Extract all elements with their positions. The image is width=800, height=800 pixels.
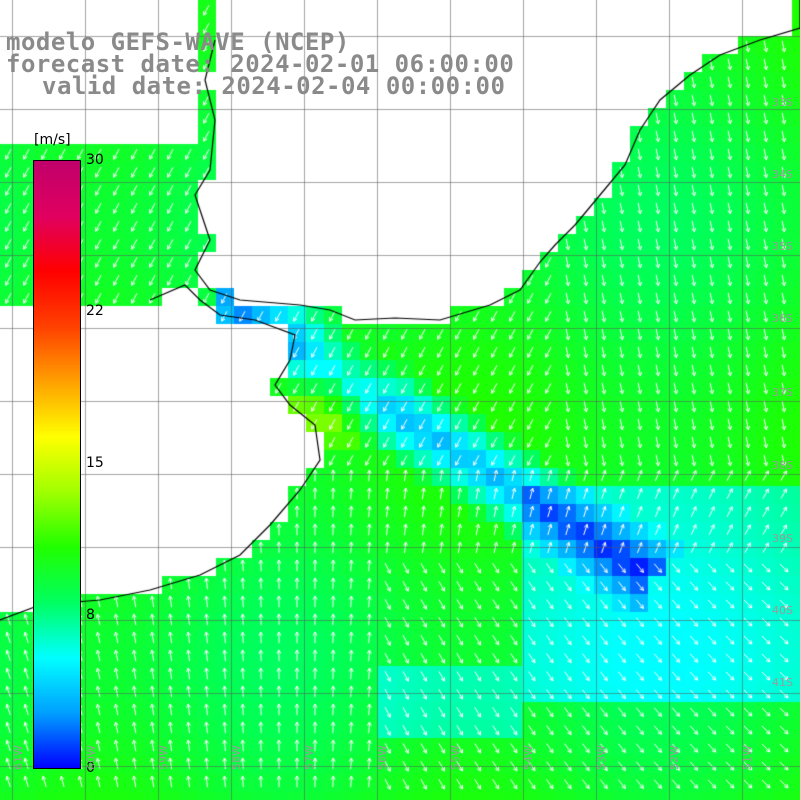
lat-label: 37S bbox=[772, 386, 793, 399]
lat-label: 41S bbox=[772, 676, 793, 689]
valid-date: valid date: 2024-02-04 00:00:00 bbox=[42, 72, 506, 100]
lat-label: 33S bbox=[772, 96, 793, 109]
lon-label: 59W bbox=[157, 745, 170, 770]
colorbar-tick: 30 bbox=[86, 152, 104, 168]
colorbar-unit: [m/s] bbox=[34, 132, 71, 148]
colorbar-tick: 15 bbox=[86, 455, 104, 471]
lat-label: 34S bbox=[772, 168, 793, 181]
lat-label: 40S bbox=[772, 604, 793, 617]
colorbar-tick: 8 bbox=[86, 607, 95, 623]
lat-label: 38S bbox=[772, 459, 793, 472]
lon-label: 53W bbox=[595, 745, 608, 770]
lon-label: 55W bbox=[449, 745, 462, 770]
lon-label: 51W bbox=[741, 745, 754, 770]
lat-label: 36S bbox=[772, 312, 793, 325]
model-title: modelo GEFS-WAVE (NCEP) bbox=[6, 28, 350, 56]
lon-label: 61W bbox=[12, 745, 25, 770]
lon-label: 56W bbox=[376, 745, 389, 770]
lon-label: 52W bbox=[668, 745, 681, 770]
forecast-date: forecast date: 2024-02-01 06:00:00 bbox=[6, 50, 515, 78]
colorbar-tick: 22 bbox=[86, 303, 104, 319]
lon-label: 60W bbox=[85, 745, 98, 770]
colorbar bbox=[33, 160, 81, 769]
colorbar-tick: 0 bbox=[86, 760, 95, 776]
lat-label: 39S bbox=[772, 532, 793, 545]
lon-label: 58W bbox=[230, 745, 243, 770]
lon-label: 57W bbox=[303, 745, 316, 770]
lat-label: 35S bbox=[772, 240, 793, 253]
lon-label: 54W bbox=[522, 745, 535, 770]
